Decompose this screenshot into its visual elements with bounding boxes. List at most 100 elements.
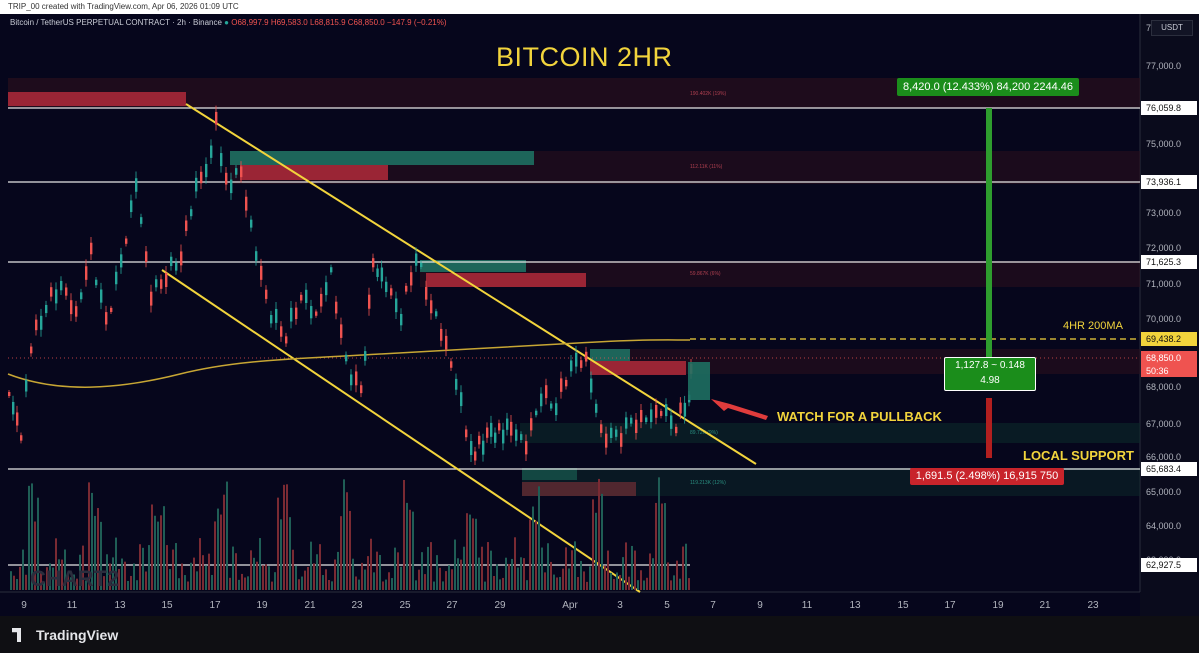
candle-body	[440, 328, 443, 341]
volume-bar	[421, 552, 423, 590]
volume-bar	[436, 555, 438, 590]
candle-body	[605, 433, 608, 448]
volume-bar	[526, 580, 528, 590]
candle-body	[490, 422, 493, 437]
price-tick: 73,000.0	[1146, 208, 1181, 218]
measure-down-label: 1,691.5 (2.498%) 16,915 750	[910, 468, 1064, 485]
volume-bar	[628, 576, 630, 590]
volume-bar	[631, 545, 633, 590]
candle-body	[90, 242, 93, 255]
volume-bar	[301, 576, 303, 590]
volume-bar	[367, 556, 369, 590]
zone-label-2: 112.11K (11%)	[690, 164, 723, 170]
price-tick-label: 69,438.2	[1146, 334, 1181, 344]
volume-bar	[307, 566, 309, 590]
candle-body	[285, 336, 288, 344]
candle-body	[160, 279, 163, 289]
price-tick: 70,000.0	[1146, 314, 1181, 324]
time-tick-label: 11	[67, 600, 78, 611]
volume-bar	[481, 546, 483, 590]
volume-bar	[10, 571, 12, 590]
currency-selector[interactable]: USDT	[1151, 20, 1193, 36]
candle-body	[12, 401, 15, 415]
volume-bar	[523, 558, 525, 590]
candle-body	[530, 418, 533, 431]
status-dot-icon: ●	[224, 18, 232, 27]
time-tick-label: 19	[256, 600, 268, 611]
volume-bar	[334, 559, 336, 590]
candle-body	[110, 307, 113, 312]
volume-bar	[607, 550, 609, 590]
volume-bar	[31, 483, 33, 590]
volume-bar	[667, 562, 669, 590]
candle-body	[255, 251, 258, 261]
volume-bar	[106, 554, 108, 590]
time-labels: 9 11 13 15 17 19 21 23 25 27 29 Apr 3 5 7 9 11 13 15 17 19 21…	[21, 600, 1099, 611]
volume-bar	[622, 557, 624, 590]
candle-body	[195, 177, 198, 192]
volume-bar	[565, 547, 567, 590]
candle-body	[150, 291, 153, 306]
zone-top-bear	[8, 92, 186, 106]
candle-body	[70, 300, 73, 315]
candle-body	[275, 308, 278, 323]
volume-bar	[382, 581, 384, 590]
price-tick: 73,936.1	[1141, 175, 1197, 189]
volume-bar	[688, 578, 690, 590]
candle-body	[525, 441, 528, 455]
candle-body	[135, 178, 138, 192]
volume-bar	[52, 567, 54, 590]
time-tick-label: 19	[992, 600, 1004, 611]
chart-area[interactable]: 190.402K (19%) 112.11K (11%) 59.867K (6%…	[0, 14, 1199, 616]
volume-bar	[661, 503, 663, 590]
volume-bar	[160, 515, 162, 590]
volume-bar	[352, 558, 354, 590]
volume-bar	[400, 566, 402, 590]
volume-bar	[16, 578, 18, 590]
candle-body	[615, 429, 618, 437]
volume-bar	[430, 542, 432, 590]
volume-bar	[64, 549, 66, 590]
price-tick: 69,438.2	[1141, 332, 1197, 346]
volume-bar	[574, 541, 576, 590]
volume-bar	[541, 547, 543, 590]
candle-body	[320, 293, 323, 307]
candle-body	[679, 402, 682, 414]
tradingview-logo[interactable]: TradingView	[12, 627, 118, 643]
symbol-name: Bitcoin / TetherUS PERPETUAL CONTRACT · …	[10, 18, 222, 27]
zone-current-bear	[590, 361, 686, 375]
candle-body	[225, 172, 228, 185]
candle-body	[220, 153, 223, 167]
volume-bar	[604, 565, 606, 590]
volume-bar	[571, 550, 573, 590]
candle-body	[8, 392, 11, 396]
candle-body	[310, 306, 313, 319]
candle-body	[390, 288, 393, 296]
volume-bar	[373, 572, 375, 590]
candle-body	[250, 219, 253, 228]
candle-body	[16, 412, 19, 426]
footer-bar: TradingView	[0, 616, 1199, 653]
candle-body	[585, 351, 588, 362]
candle-body	[405, 285, 408, 292]
volume-bar	[610, 572, 612, 590]
price-tick: 77,000.0	[1146, 61, 1181, 71]
candle-body	[215, 111, 218, 125]
volume-bar	[127, 581, 129, 590]
volume-bar	[241, 573, 243, 590]
volume-bar	[406, 502, 408, 590]
candle-body	[65, 287, 68, 296]
candle-body	[455, 378, 458, 390]
volume-bar	[181, 563, 183, 590]
volume-bar	[457, 558, 459, 590]
chart-canvas[interactable]: 190.402K (19%) 112.11K (11%) 59.867K (6%…	[0, 14, 1199, 616]
candle-body	[130, 200, 133, 213]
price-tick-label: 68,850.0	[1146, 353, 1181, 363]
candle-body	[265, 289, 268, 299]
volume-bar	[601, 493, 603, 590]
candle-body	[550, 403, 553, 409]
volume-bar	[403, 479, 405, 590]
volume-bar	[94, 515, 96, 590]
zone-label-1: 190.402K (19%)	[690, 91, 726, 97]
price-tick: 65,000.0	[1146, 487, 1181, 497]
